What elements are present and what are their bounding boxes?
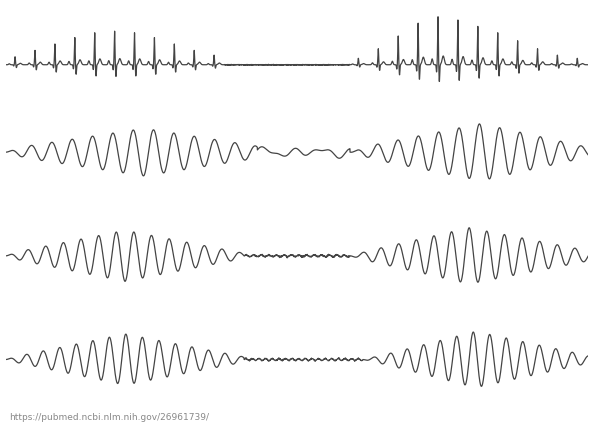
Text: https://pubmed.ncbi.nlm.nih.gov/26961739/: https://pubmed.ncbi.nlm.nih.gov/26961739… (9, 413, 209, 422)
